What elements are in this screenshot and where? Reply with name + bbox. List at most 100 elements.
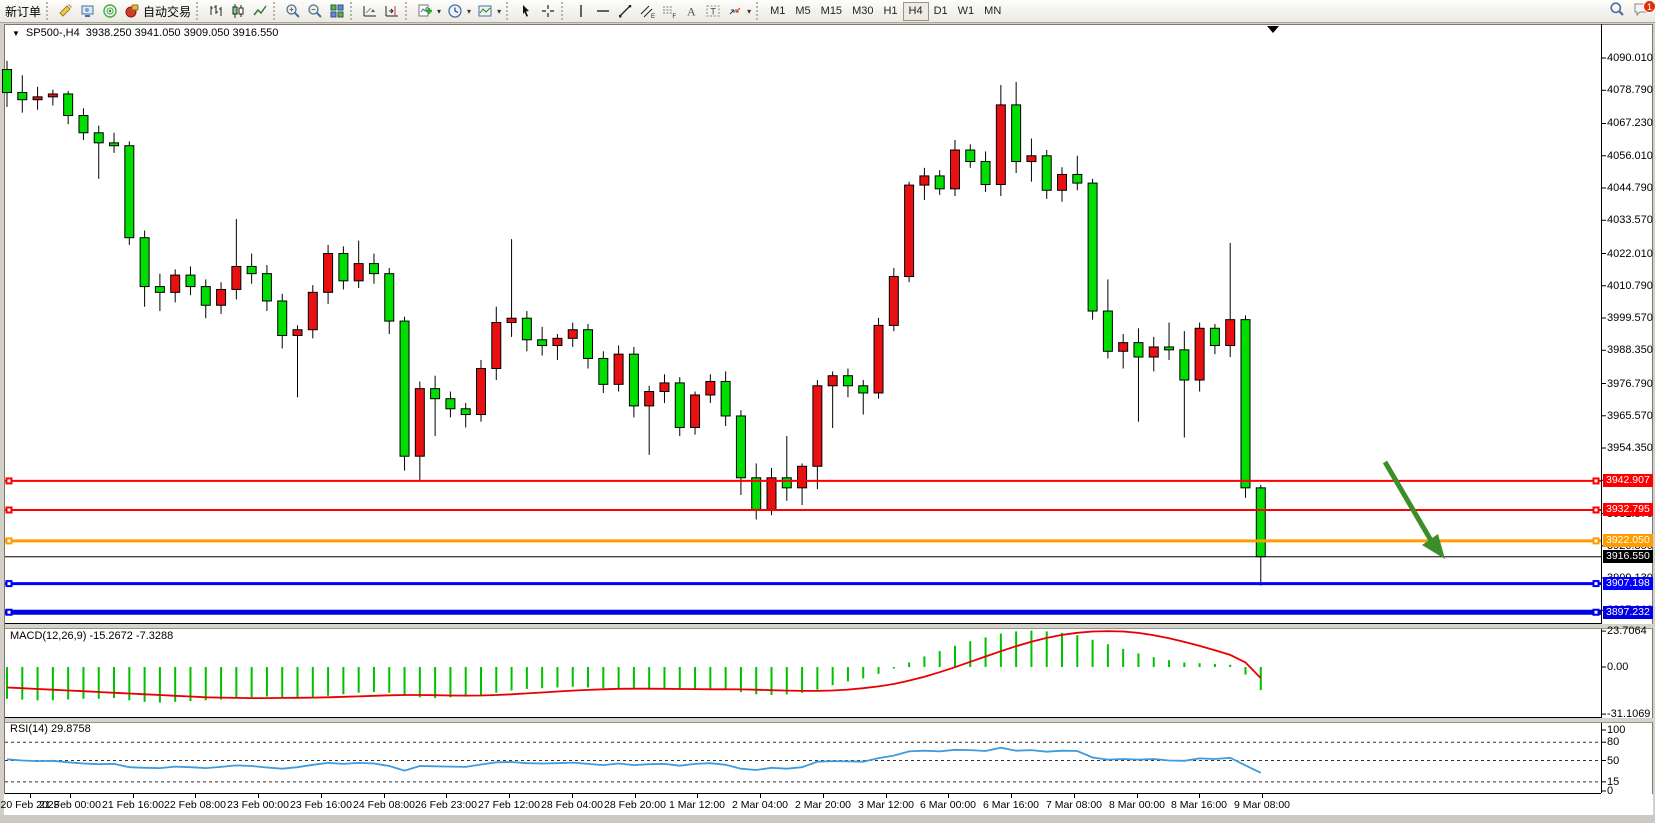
window-bottom-edge: [0, 815, 1655, 823]
search-icon: [1610, 2, 1624, 16]
horizontal-line-tool[interactable]: [592, 1, 614, 22]
search-button[interactable]: [1609, 1, 1625, 22]
templates-button[interactable]: ▾: [474, 1, 504, 22]
date-tick-mark: [446, 794, 447, 798]
date-tick-mark: [886, 794, 887, 798]
cursor-tool[interactable]: [515, 1, 537, 22]
vertical-line-tool[interactable]: [570, 1, 592, 22]
price-tick: 4033.570: [1607, 214, 1653, 227]
candle-chart-button[interactable]: [227, 1, 249, 22]
date-tick-mark: [760, 794, 761, 798]
date-tick-mark: [1199, 794, 1200, 798]
main-toolbar: 新订单 自动交易 ▾ ▾ ▾ E F A T ▾ M1 M5 M15 M30 H1 H4 D1 W1 MN 1: [0, 0, 1655, 23]
date-label: 9 Mar 08:00: [1233, 799, 1291, 811]
text-icon: A: [687, 5, 696, 19]
chat-button[interactable]: 1: [1633, 0, 1655, 22]
timeframe-mn-button[interactable]: MN: [984, 5, 1002, 17]
timeframe-d1-button[interactable]: D1: [933, 5, 948, 17]
macd-tick: 23.7064: [1607, 625, 1647, 638]
date-label: 28 Feb 04:00: [541, 799, 603, 811]
toolbar-separator: [405, 2, 412, 20]
periods-button[interactable]: ▾: [444, 1, 474, 22]
timeframe-m1-button[interactable]: M1: [770, 5, 786, 17]
date-label: 6 Mar 16:00: [982, 799, 1040, 811]
news-button[interactable]: [99, 1, 121, 22]
price-tick: 4010.790: [1607, 279, 1653, 292]
trendline-tool[interactable]: [614, 1, 636, 22]
hline-price-badge: 3897.232: [1603, 605, 1653, 619]
date-label: 2 Mar 20:00: [794, 799, 852, 811]
date-tick-mark: [1011, 794, 1012, 798]
price-tick: 3954.350: [1607, 442, 1653, 455]
channel-tool[interactable]: E: [636, 1, 658, 22]
new-order-button[interactable]: 新订单: [5, 4, 42, 19]
date-label: 3 Mar 12:00: [857, 799, 915, 811]
toolbar-separator: [561, 2, 568, 20]
timeframe-m5-button[interactable]: M5: [795, 5, 811, 17]
date-tick-mark: [195, 794, 196, 798]
zoom-in-icon: [286, 4, 300, 18]
tile-windows-icon: [330, 4, 344, 18]
date-tick-mark: [635, 794, 636, 798]
chart-menu-triangle-icon[interactable]: ▼: [12, 28, 20, 38]
timeframe-m30-button[interactable]: M30: [852, 5, 874, 17]
tile-windows-button[interactable]: [326, 1, 348, 22]
text-tool[interactable]: A: [680, 1, 702, 22]
zoom-in-button[interactable]: [282, 1, 304, 22]
date-tick-mark: [133, 794, 134, 798]
timeframe-h1-button[interactable]: H1: [883, 5, 898, 17]
price-tick: 4044.790: [1607, 182, 1653, 194]
new-chart-icon: [418, 4, 433, 17]
date-label: 7 Mar 08:00: [1045, 799, 1103, 811]
chevron-down-icon[interactable]: ▾: [747, 6, 752, 16]
auto-trading-button[interactable]: 自动交易: [121, 1, 194, 22]
styler-button[interactable]: [55, 1, 77, 22]
auto-scroll-button[interactable]: [359, 1, 381, 22]
label-tool[interactable]: T: [702, 1, 724, 22]
trendline-icon: [619, 5, 632, 18]
chevron-down-icon[interactable]: ▾: [437, 6, 442, 16]
date-label: 6 Mar 00:00: [919, 799, 977, 811]
rsi-tick: 50: [1607, 754, 1620, 767]
line-chart-button[interactable]: [249, 1, 271, 22]
macd-tick: -31.1069: [1607, 708, 1651, 721]
timeframe-m15-button[interactable]: M15: [820, 5, 843, 17]
fibonacci-tool[interactable]: F: [658, 1, 680, 22]
date-label: 8 Mar 16:00: [1170, 799, 1228, 811]
date-axis[interactable]: [4, 794, 1653, 815]
chart-shift-button[interactable]: [381, 1, 403, 22]
svg-text:A: A: [687, 5, 696, 19]
chevron-down-icon[interactable]: ▾: [497, 6, 502, 16]
date-label: 20 Feb 2023: [0, 799, 60, 811]
timeframe-h4-button[interactable]: H4: [902, 1, 929, 21]
toolbar-separator: [46, 2, 53, 20]
macd-tick: 0.00: [1607, 661, 1629, 673]
new-chart-button[interactable]: ▾: [414, 1, 444, 22]
channel-icon: E: [640, 5, 655, 19]
rsi-tick: 0: [1607, 785, 1614, 797]
toolbar-separator: [506, 2, 513, 20]
toolbar-separator: [350, 2, 357, 20]
hline-price-badge: 3942.907: [1603, 474, 1653, 488]
toolbar-right-group: 1: [1609, 0, 1655, 23]
crosshair-icon: [542, 5, 555, 17]
svg-text:T: T: [710, 7, 716, 17]
price-tick: 4067.230: [1607, 117, 1653, 130]
timeframe-w1-button[interactable]: W1: [957, 5, 975, 17]
terminal-button[interactable]: [77, 1, 99, 22]
chart-title: ▼ SP500-,H4 3938.250 3941.050 3909.050 3…: [12, 27, 278, 39]
crosshair-tool[interactable]: [537, 1, 559, 22]
rsi-tick: 15: [1607, 775, 1620, 788]
zoom-out-icon: [308, 4, 322, 18]
radar-icon: [103, 4, 117, 18]
date-label: 1 Mar 12:00: [668, 799, 726, 811]
chevron-down-icon[interactable]: ▾: [467, 6, 472, 16]
toolbar-separator: [196, 2, 203, 20]
toolbar-separator: [273, 2, 280, 20]
arrows-tool[interactable]: ▾: [724, 1, 754, 22]
zoom-out-button[interactable]: [304, 1, 326, 22]
date-label: 27 Feb 12:00: [478, 799, 540, 811]
chart-window: [4, 24, 1653, 816]
bar-chart-button[interactable]: [205, 1, 227, 22]
price-tick: 4078.790: [1607, 84, 1653, 97]
